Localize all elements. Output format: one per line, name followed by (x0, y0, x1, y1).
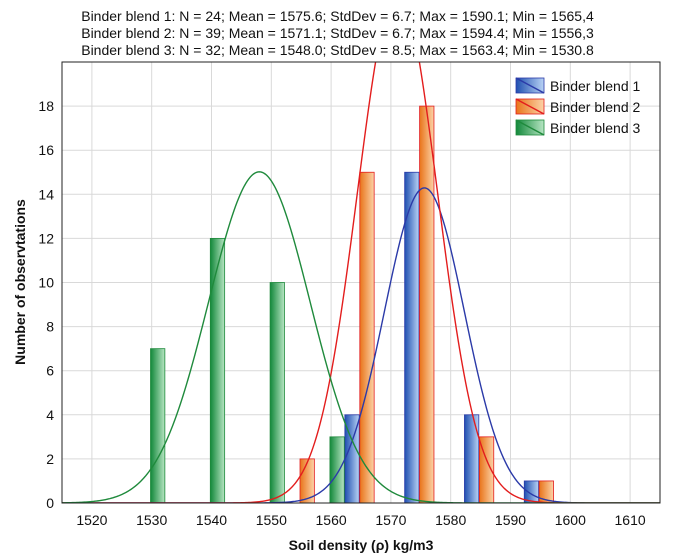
y-axis-label: Number of observtations (12, 199, 28, 365)
legend-label-blend-1: Binder blend 1 (550, 78, 641, 94)
x-tick-label: 1610 (615, 512, 646, 528)
y-tick-label: 10 (38, 275, 54, 291)
stats-line-blend-3: Binder blend 3: N = 32; Mean = 1548.0; S… (81, 42, 594, 58)
bars-layer (150, 105, 554, 503)
bar-blend-3-1530 (150, 348, 166, 503)
y-tick-label: 6 (46, 363, 54, 379)
bar-blend-3-1560 (329, 436, 345, 503)
stats-line-blend-1: Binder blend 1: N = 24; Mean = 1575.6; S… (81, 8, 594, 24)
bar-blend-2-1590 (538, 480, 554, 503)
bar-blend-1-1590 (523, 480, 540, 503)
x-tick-label: 1590 (495, 512, 526, 528)
bar-blend-3-1550 (269, 282, 285, 503)
y-tick-label: 16 (38, 142, 54, 158)
x-tick-label: 1550 (256, 512, 287, 528)
plot-frame (61, 61, 661, 504)
x-tick-label: 1580 (435, 512, 466, 528)
legend-line-blend-3 (515, 119, 545, 136)
y-tick-label: 12 (38, 230, 54, 246)
x-tick-label: 1520 (76, 512, 107, 528)
legend-label-blend-2: Binder blend 2 (550, 99, 641, 115)
y-tick-label: 8 (46, 319, 54, 335)
legend-label-blend-3: Binder blend 3 (550, 120, 641, 136)
x-tick-label: 1600 (555, 512, 586, 528)
legend: Binder blend 1 Binder blend 2 Binder blend… (515, 77, 641, 136)
x-tick-label: 1560 (316, 512, 347, 528)
bar-blend-3-1540 (209, 237, 226, 503)
bar-blend-2-1570 (419, 105, 435, 503)
y-tick-label: 2 (46, 451, 54, 467)
bar-blend-1-1570 (404, 171, 420, 503)
y-tick-label: 18 (38, 98, 54, 114)
x-tick-label: 1570 (375, 512, 406, 528)
legend-line-blend-2 (515, 98, 545, 115)
bar-blend-2-1580 (479, 436, 495, 503)
normal-curve-blend-3 (62, 171, 660, 503)
x-axis-label: Soil density (ρ) kg/m3 (289, 537, 434, 553)
legend-line-blend-1 (515, 77, 545, 94)
bar-blend-2-1560 (359, 171, 375, 503)
x-tick-label: 1530 (136, 512, 167, 528)
axis-ticks: 0 2 4 6 8 10 12 14 16 18 1520 1530 1540 1550 1560 1570 1… (38, 98, 645, 528)
y-tick-label: 4 (46, 407, 54, 423)
y-tick-label: 14 (38, 186, 54, 202)
y-tick-label: 0 (46, 495, 54, 511)
stats-line-blend-2: Binder blend 2: N = 39; Mean = 1571.1; S… (81, 25, 594, 41)
normal-curve-blend-1 (62, 187, 660, 503)
x-tick-label: 1540 (196, 512, 227, 528)
